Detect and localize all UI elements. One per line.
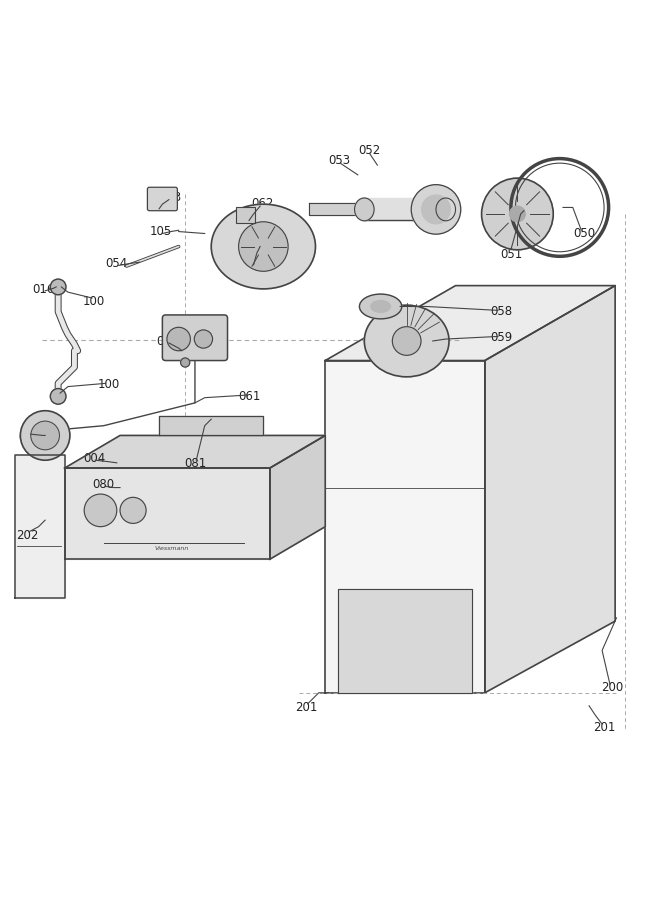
Text: 050: 050 [574, 227, 596, 241]
Polygon shape [64, 436, 325, 468]
Ellipse shape [371, 302, 390, 313]
Text: 060: 060 [241, 261, 263, 274]
Ellipse shape [436, 199, 455, 221]
Circle shape [84, 495, 117, 527]
FancyBboxPatch shape [236, 209, 255, 224]
Polygon shape [338, 589, 472, 693]
Polygon shape [325, 286, 615, 361]
Circle shape [181, 359, 190, 368]
Circle shape [194, 331, 213, 349]
Text: 061: 061 [238, 389, 261, 402]
Text: 105: 105 [150, 225, 172, 238]
Circle shape [238, 222, 288, 272]
Text: 100: 100 [97, 377, 120, 391]
FancyBboxPatch shape [147, 188, 177, 211]
Ellipse shape [355, 199, 374, 221]
Polygon shape [159, 416, 263, 436]
Text: Viessmann: Viessmann [155, 546, 189, 550]
Polygon shape [325, 361, 485, 693]
Polygon shape [64, 468, 270, 559]
Text: 202: 202 [16, 528, 39, 541]
Text: 201: 201 [593, 721, 615, 733]
Text: 201: 201 [295, 701, 317, 713]
Text: 100: 100 [83, 295, 105, 308]
Text: 053: 053 [328, 154, 350, 167]
Circle shape [510, 207, 525, 222]
Text: 062: 062 [251, 197, 273, 210]
Circle shape [31, 422, 59, 450]
Text: 081: 081 [184, 456, 206, 470]
Polygon shape [270, 436, 325, 559]
Polygon shape [485, 286, 615, 693]
Text: 003: 003 [18, 431, 40, 444]
Text: 058: 058 [490, 304, 512, 318]
Ellipse shape [359, 295, 402, 320]
Circle shape [120, 497, 146, 524]
Text: 052: 052 [359, 144, 380, 157]
Text: 004: 004 [83, 452, 105, 465]
Polygon shape [309, 204, 365, 216]
Text: 054: 054 [106, 257, 128, 270]
Text: 016: 016 [32, 282, 55, 295]
Circle shape [51, 389, 66, 404]
Ellipse shape [365, 306, 449, 377]
Circle shape [411, 186, 461, 235]
Circle shape [392, 327, 421, 356]
Text: 200: 200 [600, 681, 623, 693]
Text: 007: 007 [156, 334, 178, 347]
Text: 059: 059 [490, 331, 512, 343]
Circle shape [422, 196, 450, 224]
Circle shape [482, 179, 553, 251]
Circle shape [51, 280, 66, 295]
Polygon shape [14, 456, 64, 599]
Polygon shape [365, 199, 445, 221]
Text: 063: 063 [160, 190, 182, 204]
Circle shape [167, 328, 191, 352]
Circle shape [20, 411, 70, 461]
Text: 080: 080 [93, 477, 115, 491]
Text: 051: 051 [500, 247, 522, 261]
FancyBboxPatch shape [162, 315, 227, 361]
Ellipse shape [212, 205, 315, 290]
